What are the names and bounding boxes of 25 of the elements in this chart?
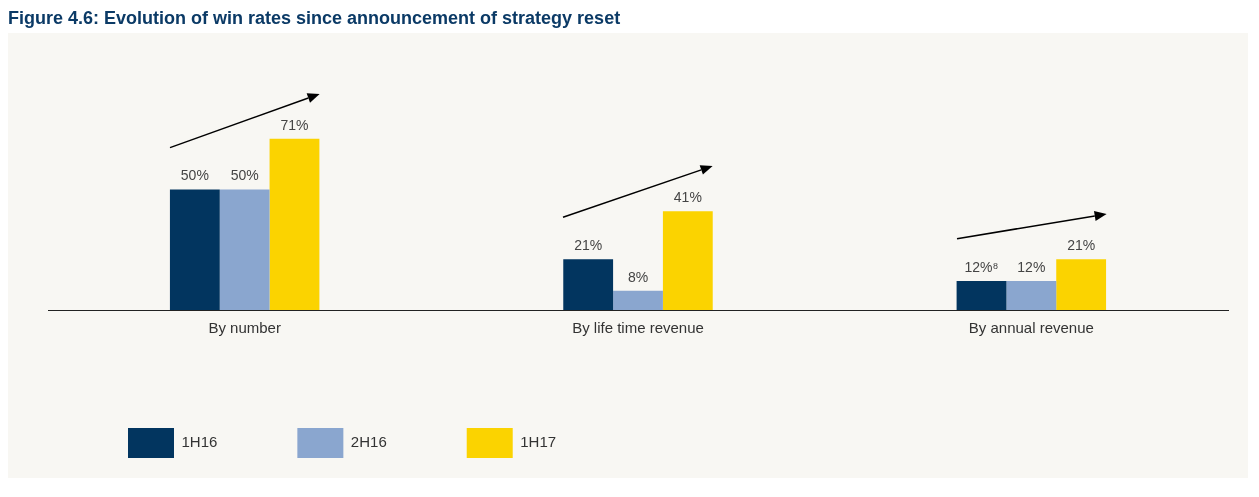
legend-label: 1H17 xyxy=(520,433,557,451)
legend-label: 2H16 xyxy=(350,433,387,451)
data-label: 50% xyxy=(180,167,209,184)
legend-label: 1H16 xyxy=(181,433,218,451)
data-label: 41% xyxy=(673,189,702,205)
bar xyxy=(613,290,663,310)
data-label: 8% xyxy=(627,268,649,285)
x-tick-label: By number xyxy=(208,319,281,337)
x-tick-label: By annual revenue xyxy=(968,319,1094,337)
x-tick-label: By life time revenue xyxy=(572,319,704,337)
data-label: 71% xyxy=(280,116,309,133)
data-label: 21% xyxy=(1067,237,1096,254)
bar xyxy=(662,211,713,310)
data-label: 12%⁸ xyxy=(964,258,999,275)
bar xyxy=(269,138,320,310)
chart-title: Figure 4.6: Evolution of win rates since announcement of strategy reset xyxy=(8,8,622,29)
bar xyxy=(219,189,270,310)
data-label: 12% xyxy=(1017,258,1046,275)
bar xyxy=(563,259,614,310)
data-label: 21% xyxy=(574,237,603,254)
bar xyxy=(1006,281,1057,310)
bar xyxy=(169,189,220,310)
bar xyxy=(956,281,1007,310)
bar xyxy=(1056,259,1107,310)
data-label: 50% xyxy=(230,167,259,184)
